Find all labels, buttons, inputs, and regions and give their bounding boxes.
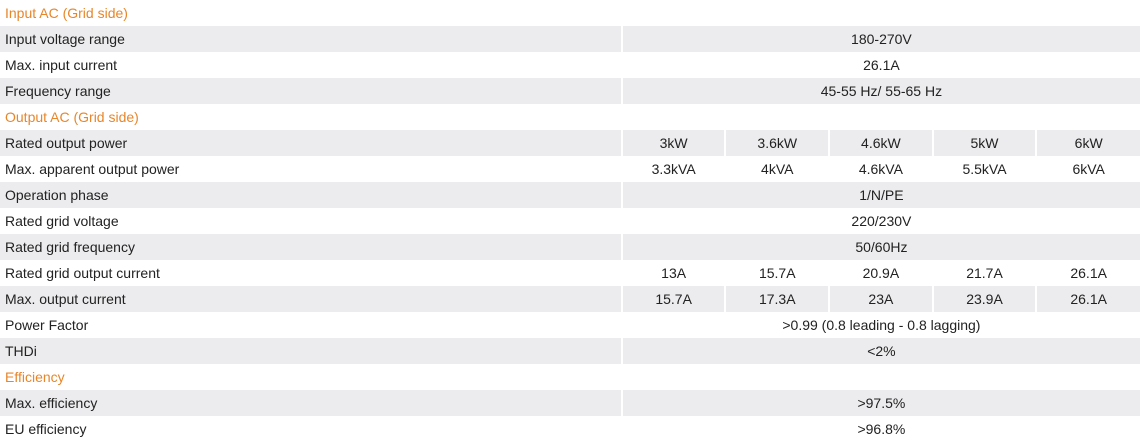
row-label: Rated grid output current [5, 265, 160, 281]
row-label: Max. output current [0, 286, 622, 312]
row-value: 17.3A [724, 286, 830, 312]
row-value: 1/N/PE [620, 182, 1140, 208]
row-label: Rated output power [0, 130, 622, 156]
spec-row: Rated grid output current 13A 15.7A 20.9A 21… [0, 260, 1140, 286]
row-value: 15.7A [724, 260, 830, 286]
row-label: Frequency range [0, 78, 622, 104]
spec-row: Max. input current 26.1A [0, 52, 1140, 78]
spec-row: EU efficiency >96.8% [0, 416, 1140, 442]
row-value: 20.9A [828, 260, 933, 286]
row-value: 13A [620, 260, 726, 286]
row-value: 26.1A [1035, 286, 1140, 312]
spec-row: Rated grid voltage 220/230V [0, 208, 1140, 234]
row-label: Max. apparent output power [5, 161, 180, 177]
spec-row: Operation phase 1/N/PE [0, 182, 1140, 208]
row-value: 15.7A [620, 286, 726, 312]
row-label: THDi [0, 338, 622, 364]
row-label: Rated grid voltage [5, 213, 119, 229]
spec-row: Max. efficiency >97.5% [0, 390, 1140, 416]
row-value: >97.5% [620, 390, 1140, 416]
section-title: Input AC (Grid side) [5, 5, 128, 21]
row-value: 4kVA [724, 156, 830, 182]
row-value: 23.9A [931, 286, 1037, 312]
row-value: >96.8% [620, 416, 1140, 442]
spec-row: Power Factor >0.99 (0.8 leading - 0.8 lag… [0, 312, 1140, 338]
spec-row: THDi <2% [0, 338, 1140, 364]
row-value: <2% [620, 338, 1140, 364]
spec-row: Frequency range 45-55 Hz/ 55-65 Hz [0, 78, 1140, 104]
row-value: 26.1A [620, 52, 1140, 78]
row-label: Operation phase [0, 182, 622, 208]
row-value: 5.5kVA [931, 156, 1037, 182]
row-label: EU efficiency [5, 421, 87, 437]
row-value: 180-270V [620, 26, 1140, 52]
row-value: 3.3kVA [620, 156, 726, 182]
spec-row: Rated grid frequency 50/60Hz [0, 234, 1140, 260]
row-value: 21.7A [931, 260, 1037, 286]
row-value: 4.6kVA [828, 156, 933, 182]
row-label: Power Factor [5, 317, 89, 333]
row-value: >0.99 (0.8 leading - 0.8 lagging) [620, 312, 1140, 338]
section-title: Output AC (Grid side) [5, 109, 139, 125]
spec-row: Max. apparent output power 3.3kVA 4kVA 4.6k… [0, 156, 1140, 182]
row-value: 50/60Hz [620, 234, 1140, 260]
row-value: 6kVA [1035, 156, 1140, 182]
row-value: 4.6kW [828, 130, 933, 156]
row-label: Max. input current [5, 57, 118, 73]
row-value: 3.6kW [724, 130, 830, 156]
row-value: 6kW [1035, 130, 1140, 156]
row-value: 220/230V [620, 208, 1140, 234]
row-label: Max. efficiency [0, 390, 622, 416]
spec-row: Input voltage range 180-270V [0, 26, 1140, 52]
section-row: Efficiency [0, 364, 1140, 390]
row-value: 45-55 Hz/ 55-65 Hz [620, 78, 1140, 104]
row-value: 3kW [620, 130, 726, 156]
section-row: Output AC (Grid side) [0, 104, 1140, 130]
row-label: Input voltage range [0, 26, 622, 52]
row-label: Rated grid frequency [0, 234, 622, 260]
section-row: Input AC (Grid side) [0, 0, 1140, 26]
row-value: 26.1A [1035, 260, 1140, 286]
row-value: 5kW [931, 130, 1037, 156]
section-title: Efficiency [5, 369, 65, 385]
spec-row: Rated output power 3kW 3.6kW 4.6kW 5kW 6kW [0, 130, 1140, 156]
row-value: 23A [828, 286, 933, 312]
spec-row: Max. output current 15.7A 17.3A 23A 23.9A 26.… [0, 286, 1140, 312]
